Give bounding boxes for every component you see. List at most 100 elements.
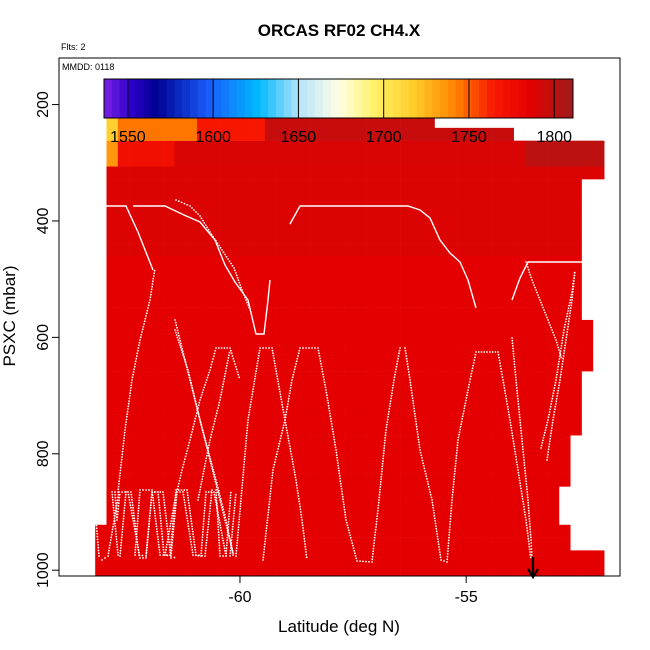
heatmap-cell <box>253 153 266 167</box>
heatmap-cell <box>106 115 119 129</box>
flight-track-point <box>243 463 246 466</box>
flight-track-point <box>527 507 530 509</box>
flight-track-point <box>122 442 125 445</box>
flight-track-point <box>198 491 201 494</box>
heatmap-cell <box>230 460 243 474</box>
flight-track-point <box>182 496 185 499</box>
heatmap-cell <box>411 486 424 500</box>
heatmap-cell <box>434 524 447 538</box>
flight-track-point <box>130 384 133 387</box>
heatmap-cell <box>287 307 300 321</box>
flight-track-point <box>118 499 120 502</box>
heatmap-cell <box>524 294 537 308</box>
flight-track-point <box>153 504 155 507</box>
heatmap-cell <box>400 409 413 423</box>
flight-track-point <box>539 299 541 301</box>
heatmap-cell <box>140 511 153 526</box>
flight-track-point <box>192 535 195 538</box>
flight-track-point <box>242 474 245 476</box>
flight-track-point <box>168 530 171 533</box>
flight-track-point <box>151 489 153 491</box>
heatmap-cell <box>219 511 232 526</box>
flight-track-point <box>362 560 364 563</box>
heatmap-cell <box>581 153 594 167</box>
heatmap-cell <box>219 332 232 346</box>
flight-track-point <box>134 363 137 365</box>
flight-track-point <box>173 501 176 504</box>
heatmap-cell <box>117 537 130 551</box>
heatmap-cell <box>298 281 311 295</box>
flight-track-point <box>230 262 232 265</box>
heatmap-cell <box>524 396 537 410</box>
flight-track-point <box>181 469 183 471</box>
heatmap-cell <box>400 499 413 513</box>
heatmap-cell <box>151 563 164 577</box>
flight-track-point <box>151 285 154 288</box>
flight-track-point <box>222 555 224 557</box>
flight-track-point <box>409 381 412 384</box>
heatmap-cell <box>219 383 232 398</box>
heatmap-cell <box>332 115 345 129</box>
flight-track-point <box>560 347 562 350</box>
flight-track-point <box>299 505 301 508</box>
flight-track-point <box>211 428 214 431</box>
flight-track-point <box>300 516 303 519</box>
flight-track-point <box>534 286 536 289</box>
flight-track-point <box>286 403 289 405</box>
heatmap-cell <box>468 140 481 154</box>
heatmap-cell <box>423 268 435 282</box>
heatmap-cell <box>581 319 594 334</box>
flight-track-point <box>185 509 187 512</box>
heatmap-cell <box>129 358 141 372</box>
flight-track-point <box>544 311 546 314</box>
heatmap-cell <box>310 396 322 410</box>
heatmap-cell <box>434 140 447 154</box>
flight-track-point <box>171 512 174 514</box>
heatmap-cell <box>117 447 130 462</box>
flight-track-point <box>204 547 207 549</box>
flight-track-point <box>555 373 558 376</box>
heatmap-cell <box>445 396 458 410</box>
heatmap-cell <box>389 268 401 282</box>
flight-track-point <box>258 349 261 352</box>
heatmap-cell <box>321 473 334 487</box>
heatmap-cell <box>321 140 334 154</box>
flight-track-point <box>570 301 573 304</box>
heatmap-cell <box>151 255 164 269</box>
flight-track-point <box>451 496 454 499</box>
flight-track-point <box>434 520 436 522</box>
flight-track-point <box>332 433 335 436</box>
flight-track-point <box>122 448 124 450</box>
heatmap-cell <box>196 371 209 385</box>
heatmap-cell <box>355 115 367 129</box>
flight-track-point <box>548 440 551 443</box>
flight-track-point <box>142 489 144 491</box>
flight-track-point <box>447 547 449 550</box>
flight-track-point <box>130 381 133 384</box>
heatmap-cell <box>208 166 220 180</box>
flight-track-point <box>180 471 183 474</box>
heatmap-cell <box>151 358 164 372</box>
flight-track-point <box>108 544 111 547</box>
heatmap-cell <box>581 563 594 577</box>
heatmap-cell <box>208 191 220 205</box>
heatmap-cell <box>389 217 401 231</box>
heatmap-cell <box>547 537 560 551</box>
flight-track-point <box>151 283 154 285</box>
flight-track-point <box>508 416 511 419</box>
colorbar-cell <box>268 79 277 118</box>
flight-track-point <box>327 402 330 404</box>
heatmap-cell <box>524 499 537 513</box>
flight-track-point <box>566 312 569 315</box>
flight-track-point <box>215 502 218 505</box>
heatmap-cell <box>377 396 390 410</box>
flight-track-point <box>383 442 386 444</box>
heatmap-cell <box>434 255 447 269</box>
heatmap-cell <box>434 281 447 295</box>
flight-track-point <box>454 462 457 465</box>
heatmap-cell <box>513 217 526 231</box>
heatmap-cell <box>196 243 209 257</box>
heatmap-cell <box>502 473 514 487</box>
heatmap-cell <box>502 396 514 410</box>
flight-track-point <box>373 539 376 542</box>
